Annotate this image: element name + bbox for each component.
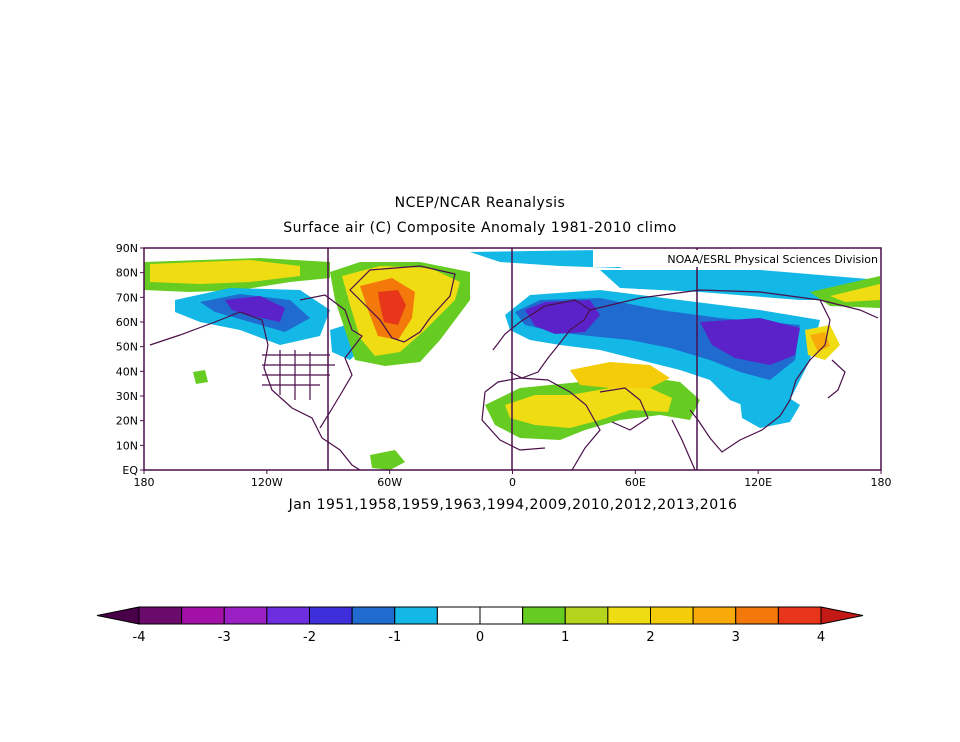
colorbar-segment <box>309 606 353 625</box>
colorbar-segment <box>394 606 438 625</box>
lon-label: 0 <box>509 476 516 489</box>
lat-label: 90N <box>116 242 138 255</box>
lat-label: EQ <box>122 464 138 477</box>
lat-label: 50N <box>116 341 138 354</box>
lon-label: 60W <box>377 476 402 489</box>
negative-anomaly-europe-core <box>525 300 600 334</box>
positive-anomaly-pacific-patch <box>193 370 208 384</box>
lon-label: 60E <box>625 476 646 489</box>
lat-label: 10N <box>116 439 138 452</box>
colorbar-segment <box>735 606 779 625</box>
lat-label: 80N <box>116 267 138 280</box>
negative-anomaly-southeast-asia <box>740 392 800 428</box>
lat-label: 70N <box>116 291 138 304</box>
lon-label: 180 <box>871 476 892 489</box>
arabia-coast <box>599 387 649 431</box>
chart-subtitle: Surface air (C) Composite Anomaly 1981-2… <box>283 220 677 236</box>
positive-anomaly-arctic-pacific-core <box>150 260 300 284</box>
colorbar-tick-label: 2 <box>646 630 654 645</box>
negative-anomaly-siberia-core <box>700 318 800 365</box>
meridian-lines <box>327 248 698 470</box>
latitude-labels: 90N 80N 70N 60N 50N 40N 30N 20N 10N EQ <box>116 242 144 477</box>
colorbar-segment <box>607 606 651 625</box>
credit-label: NOAA/ESRL Physical Sciences Division <box>667 253 878 266</box>
lat-label: 30N <box>116 390 138 403</box>
negative-anomaly-arctic-east <box>600 270 880 300</box>
colorbar-tick-label: 4 <box>817 630 825 645</box>
positive-anomaly-caribbean <box>370 450 405 470</box>
colorbar-segment <box>351 606 396 625</box>
lat-label: 60N <box>116 316 138 329</box>
lon-label: 120E <box>744 476 772 489</box>
credit-box <box>593 250 880 267</box>
lat-label: 20N <box>116 415 138 428</box>
colorbar-tick-label: -2 <box>303 630 316 645</box>
composite-years: Jan 1951,1958,1959,1963,1994,2009,2010,2… <box>288 497 738 513</box>
colorbar-high-arrow <box>820 606 864 625</box>
colorbar-tick-label: -3 <box>218 630 231 645</box>
colorbar-tick-label: 3 <box>732 630 740 645</box>
colorbar-tick-label: -1 <box>388 630 401 645</box>
positive-anomaly-middle-east <box>570 362 670 388</box>
colorbar-segment <box>777 606 822 625</box>
colorbar-segment <box>223 606 268 625</box>
colorbar-low-arrow <box>96 606 140 625</box>
positive-anomaly-greenland-peak <box>378 290 406 325</box>
chart-title: NCEP/NCAR Reanalysis <box>394 195 566 211</box>
colorbar-segment <box>692 606 737 625</box>
lon-label: 120W <box>251 476 283 489</box>
colorbar-segment <box>650 606 694 625</box>
japan-coast <box>827 359 846 399</box>
colorbar-segment <box>522 606 566 625</box>
north-america-coast <box>149 294 363 470</box>
colorbar-segment <box>266 606 310 625</box>
colorbar-segment <box>181 606 225 625</box>
colorbar-tick-label: 1 <box>561 630 569 645</box>
coastlines <box>149 265 879 470</box>
positive-anomaly-east-asia-core <box>810 332 830 352</box>
lat-label: 40N <box>116 365 138 378</box>
africa-coast <box>481 377 601 470</box>
colorbar-ticks: -4 -3 -2 -1 0 1 2 3 4 <box>133 630 826 645</box>
lon-label: 180 <box>134 476 155 489</box>
longitude-labels: 180 120W 60W 0 60E 120E 180 <box>134 470 892 489</box>
colorbar-tick-label: -4 <box>133 630 146 645</box>
europe-coast <box>492 299 591 379</box>
negative-anomaly-alaska-core <box>225 296 285 322</box>
asia-coast <box>589 289 879 470</box>
colorbar-segment <box>138 606 183 625</box>
positive-anomaly-north-africa-core <box>505 388 672 428</box>
colorbar-tick-label: 0 <box>476 630 484 645</box>
colorbar-segment <box>479 606 524 625</box>
greenland-coast <box>349 265 456 343</box>
positive-anomaly-arctic-east-core <box>830 284 880 302</box>
colorbar <box>96 606 864 625</box>
colorbar-segment <box>436 606 481 625</box>
colorbar-segment <box>564 606 609 625</box>
us-states-grid <box>262 350 335 400</box>
